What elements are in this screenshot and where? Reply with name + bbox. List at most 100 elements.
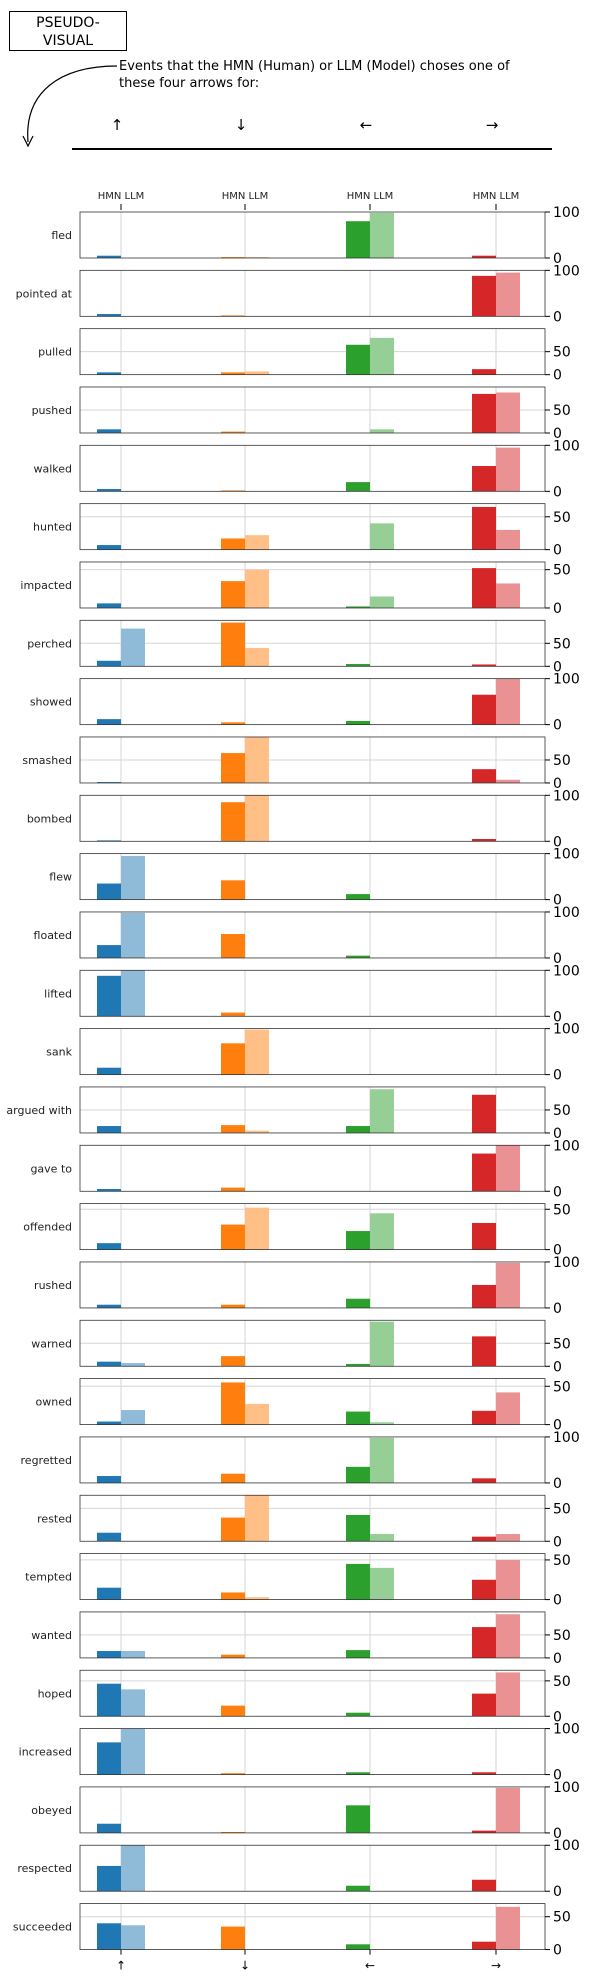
bar-hmn bbox=[472, 568, 496, 608]
bar-llm bbox=[496, 583, 520, 608]
bar-hmn bbox=[97, 603, 121, 608]
row-frame bbox=[79, 1261, 546, 1309]
ytick-label: 0 bbox=[553, 309, 562, 325]
bar-llm bbox=[496, 1392, 520, 1425]
bar-llm bbox=[245, 257, 269, 258]
row-label: tempted bbox=[25, 1571, 72, 1584]
bar-hmn bbox=[97, 719, 121, 725]
ytick-label: 0 bbox=[553, 718, 562, 734]
ytick-label: 0 bbox=[553, 834, 562, 850]
bar-hmn bbox=[472, 1627, 496, 1658]
bar-llm bbox=[496, 678, 520, 725]
row-frame bbox=[79, 969, 546, 1017]
row-label: hoped bbox=[38, 1687, 72, 1700]
bar-llm bbox=[370, 1437, 394, 1483]
bar-hmn bbox=[97, 782, 121, 783]
ytick-label: 0 bbox=[553, 1651, 562, 1667]
ytick-label: 0 bbox=[553, 1884, 562, 1900]
bar-hmn bbox=[472, 1772, 496, 1775]
bar-hmn bbox=[97, 660, 121, 667]
row-label: floated bbox=[34, 929, 72, 942]
row-frame bbox=[79, 211, 546, 259]
row-label: increased bbox=[19, 1746, 72, 1759]
row-frame bbox=[79, 853, 546, 901]
bar-hmn bbox=[346, 1363, 370, 1367]
bar-llm bbox=[370, 1321, 394, 1367]
curved-pointer-arrowhead bbox=[22, 135, 34, 148]
ytick-label: 50 bbox=[553, 1553, 571, 1569]
bar-hmn bbox=[97, 1683, 121, 1717]
bar-hmn bbox=[221, 431, 245, 433]
row-label: perched bbox=[27, 637, 72, 650]
bottom-arrow-label-0: ↑ bbox=[116, 1959, 126, 1973]
ytick-label: 100 bbox=[553, 1138, 580, 1154]
row-label: warned bbox=[31, 1337, 72, 1350]
row-label: rushed bbox=[34, 1279, 72, 1292]
bar-hmn bbox=[97, 1304, 121, 1308]
bar-llm bbox=[245, 795, 269, 842]
bar-hmn bbox=[472, 664, 496, 667]
bar-llm bbox=[245, 569, 269, 608]
bar-hmn bbox=[97, 1742, 121, 1775]
row-label: owned bbox=[36, 1396, 72, 1409]
ytick-label: 0 bbox=[553, 951, 562, 967]
ytick-label: 100 bbox=[553, 205, 580, 221]
bar-hmn bbox=[221, 1125, 245, 1133]
bar-hmn bbox=[472, 466, 496, 492]
bar-hmn bbox=[346, 221, 370, 258]
bar-llm bbox=[370, 1089, 394, 1133]
column-header-1: HMN LLM bbox=[222, 191, 269, 202]
bar-llm bbox=[370, 1567, 394, 1600]
row-label: pointed at bbox=[16, 287, 73, 300]
bar-hmn bbox=[472, 275, 496, 317]
bar-hmn bbox=[221, 1831, 245, 1833]
ytick-label: 100 bbox=[553, 1838, 580, 1854]
bar-hmn bbox=[221, 1517, 245, 1542]
bar-hmn bbox=[472, 393, 496, 433]
bar-hmn bbox=[472, 1153, 496, 1192]
bar-hmn bbox=[472, 1094, 496, 1133]
row-label: offended bbox=[23, 1221, 72, 1234]
bar-hmn bbox=[97, 1923, 121, 1950]
ytick-label: 0 bbox=[553, 426, 562, 442]
bar-llm bbox=[245, 1403, 269, 1425]
row-frame bbox=[79, 1028, 546, 1076]
bar-llm bbox=[121, 1845, 145, 1892]
bar-llm bbox=[121, 912, 145, 958]
ytick-label: 50 bbox=[553, 1910, 571, 1926]
title-box: PSEUDO- VISUAL bbox=[9, 11, 127, 51]
bar-hmn bbox=[346, 720, 370, 725]
bar-hmn bbox=[97, 372, 121, 375]
bar-hmn bbox=[221, 1356, 245, 1367]
bar-hmn bbox=[221, 1654, 245, 1658]
row-label: regretted bbox=[21, 1454, 72, 1467]
ytick-label: 0 bbox=[553, 1184, 562, 1200]
ytick-label: 0 bbox=[553, 1476, 562, 1492]
bar-hmn bbox=[346, 1712, 370, 1717]
bar-hmn bbox=[97, 545, 121, 550]
row-label: sank bbox=[46, 1046, 72, 1059]
bar-hmn bbox=[346, 894, 370, 900]
ytick-label: 100 bbox=[553, 1722, 580, 1738]
bar-hmn bbox=[221, 581, 245, 608]
row-label: respected bbox=[17, 1862, 72, 1875]
bar-hmn bbox=[346, 1126, 370, 1133]
row-frame bbox=[79, 1144, 546, 1192]
ytick-label: 50 bbox=[553, 753, 571, 769]
ytick-label: 50 bbox=[553, 563, 571, 579]
bar-llm bbox=[496, 1534, 520, 1542]
row-frame bbox=[79, 1786, 546, 1834]
ytick-label: 0 bbox=[553, 368, 562, 384]
bar-hmn bbox=[97, 1243, 121, 1250]
ytick-label: 100 bbox=[553, 788, 580, 804]
bar-hmn bbox=[97, 1823, 121, 1833]
bar-hmn bbox=[472, 1410, 496, 1425]
bar-llm bbox=[370, 596, 394, 608]
header-arrow-3: → bbox=[486, 116, 499, 134]
row-label: impacted bbox=[20, 579, 72, 592]
bar-hmn bbox=[472, 769, 496, 783]
bar-hmn bbox=[472, 1579, 496, 1600]
bar-hmn bbox=[97, 975, 121, 1017]
bar-llm bbox=[496, 1262, 520, 1308]
bar-hmn bbox=[221, 257, 245, 258]
